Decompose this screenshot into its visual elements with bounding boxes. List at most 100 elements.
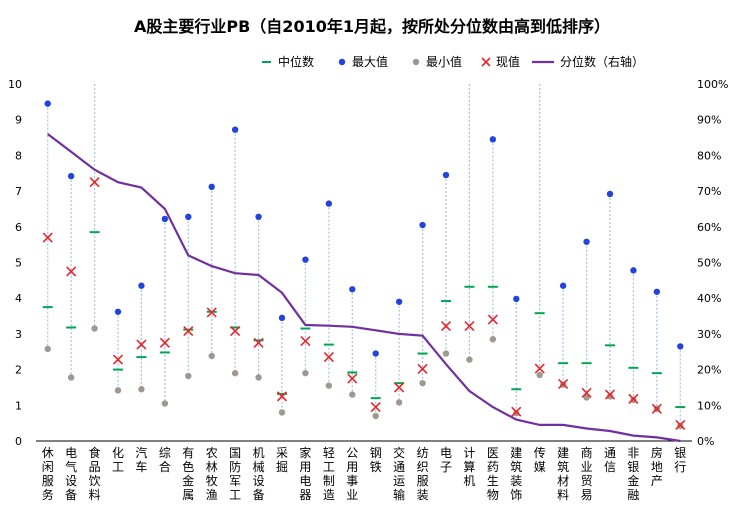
current-marker-stroke: [604, 389, 616, 400]
current-marker: [276, 391, 288, 402]
category-label: 农林牧渔: [206, 446, 218, 502]
max-marker: [513, 295, 520, 303]
current-marker-stroke: [276, 391, 288, 402]
current-marker: [440, 320, 452, 332]
y-tick-label: 7: [15, 185, 22, 198]
min-marker: [114, 387, 122, 394]
min-marker: [442, 350, 450, 357]
category-label: 纺织服装: [417, 446, 429, 502]
y-tick-label: 4: [15, 292, 22, 305]
legend-label: 最大值: [352, 54, 388, 69]
category-label: 医药生物: [487, 446, 499, 502]
category-label: 计算机: [463, 446, 475, 488]
min-marker: [185, 372, 192, 380]
current-marker: [136, 339, 147, 350]
y2-tick-label: 20%: [697, 364, 721, 377]
axes: 0123456789100%10%20%30%40%50%60%70%80%90…: [8, 78, 728, 448]
min-marker: [302, 369, 309, 377]
current-marker-stroke: [323, 352, 334, 363]
min-marker: [44, 345, 51, 353]
current-marker: [487, 314, 498, 325]
min-marker: [67, 374, 75, 381]
current-marker: [66, 266, 77, 277]
y-tick-label: 9: [15, 114, 22, 127]
legend-label: 中位数: [278, 54, 314, 69]
current-marker: [89, 177, 100, 188]
current-marker: [230, 325, 241, 337]
min-marker: [583, 394, 590, 401]
max-marker: [349, 286, 356, 293]
current-marker-stroke: [394, 382, 405, 393]
current-marker: [628, 393, 639, 404]
max-marker: [208, 183, 215, 191]
min-marker: [466, 356, 473, 363]
max-marker: [395, 298, 403, 305]
current-marker: [511, 406, 522, 417]
category-label: 休闲服务: [42, 446, 54, 502]
max-marker: [559, 282, 567, 289]
current-marker-stroke: [112, 354, 124, 365]
current-marker-stroke: [89, 177, 100, 188]
category-label: 有色金属: [182, 446, 194, 502]
category-label: 非银金融: [627, 446, 639, 502]
category-label: 汽车: [135, 445, 147, 474]
current-marker-stroke: [464, 320, 475, 332]
min-marker: [278, 409, 286, 416]
legend-max-swatch: [338, 58, 346, 66]
current-marker: [417, 363, 428, 374]
current-marker-stroke: [581, 387, 592, 398]
current-marker-stroke: [183, 325, 194, 337]
y2-tick-label: 60%: [697, 221, 721, 234]
max-marker: [302, 256, 309, 263]
category-label: 商业贸易: [581, 445, 593, 502]
y-tick-label: 10: [8, 78, 22, 91]
current-marker-stroke: [440, 320, 452, 332]
min-marker: [536, 371, 543, 379]
max-marker: [419, 221, 426, 229]
category-labels: 休闲服务电气设备食品饮料化工汽车综合有色金属农林牧渔国防军工机械设备采掘家用电器…: [42, 445, 687, 502]
max-marker: [653, 288, 661, 295]
current-marker: [183, 325, 194, 337]
current-marker: [534, 363, 545, 374]
category-label: 国防军工: [229, 446, 241, 502]
max-marker: [278, 314, 286, 322]
current-marker: [112, 354, 124, 365]
current-marker-stroke: [159, 337, 170, 348]
max-marker: [489, 136, 497, 143]
category-label: 传媒: [534, 445, 546, 474]
current-marker-stroke: [230, 325, 241, 337]
legend-min-swatch: [412, 58, 420, 66]
current-marker: [558, 378, 569, 389]
category-label: 机械设备: [253, 446, 265, 502]
min-marker: [606, 393, 614, 400]
y-tick-label: 5: [15, 257, 22, 270]
max-marker: [138, 282, 145, 289]
legend-current-stroke: [481, 57, 491, 67]
category-label: 建筑装饰: [510, 446, 522, 502]
category-label: 电气设备: [65, 446, 77, 502]
y-tick-label: 1: [15, 399, 22, 412]
category-label: 食品饮料: [89, 445, 101, 502]
max-marker: [630, 267, 637, 274]
y2-tick-label: 0%: [697, 435, 714, 448]
max-marker: [372, 350, 379, 357]
current-marker-stroke: [487, 314, 498, 325]
y2-tick-label: 80%: [697, 149, 721, 162]
current-marker: [581, 387, 592, 398]
max-marker: [255, 213, 262, 221]
current-marker-stroke: [534, 363, 545, 374]
chart-title: A股主要行业PB（自2010年1月起，按所处分位数由高到低排序）: [134, 17, 610, 36]
y2-tick-label: 100%: [697, 78, 728, 91]
percentile-line: [47, 133, 681, 443]
y2-tick-label: 90%: [697, 114, 721, 127]
min-marker: [231, 369, 239, 377]
category-label: 化工: [112, 446, 124, 474]
current-marker: [651, 403, 662, 414]
current-marker: [159, 337, 170, 348]
min-marker: [255, 374, 262, 381]
y-tick-label: 2: [15, 364, 22, 377]
category-label: 家用电器: [299, 445, 311, 502]
category-label: 建筑材料: [557, 446, 569, 502]
